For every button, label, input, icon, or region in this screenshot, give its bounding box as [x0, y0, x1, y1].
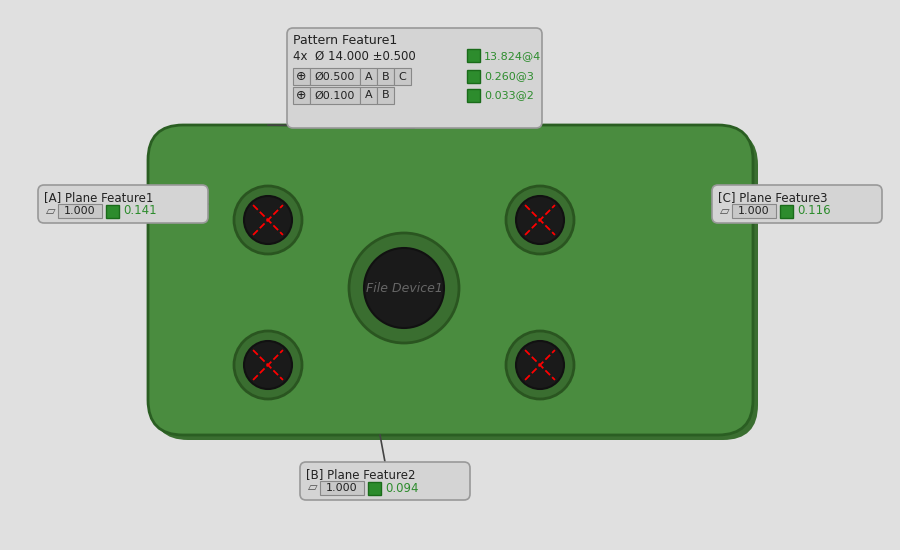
- Text: [B] Plane Feature2: [B] Plane Feature2: [306, 469, 416, 481]
- FancyBboxPatch shape: [38, 185, 208, 223]
- Circle shape: [506, 186, 574, 254]
- Bar: [293, 68, 310, 85]
- Text: 0.094: 0.094: [385, 481, 418, 494]
- Text: 4x  Ø 14.000 ±0.500: 4x Ø 14.000 ±0.500: [293, 50, 416, 63]
- Text: 13.824@4: 13.824@4: [484, 51, 541, 61]
- Text: 1.000: 1.000: [738, 206, 770, 216]
- Text: 0.116: 0.116: [797, 205, 831, 217]
- Bar: [780, 205, 793, 218]
- Text: A: A: [364, 72, 373, 81]
- Text: 1.000: 1.000: [64, 206, 95, 216]
- Circle shape: [244, 341, 292, 389]
- Bar: [467, 49, 480, 62]
- Circle shape: [234, 186, 302, 254]
- Bar: [320, 481, 364, 495]
- Bar: [310, 87, 360, 104]
- Bar: [293, 87, 310, 104]
- Circle shape: [349, 233, 459, 343]
- Text: Ø0.500: Ø0.500: [315, 72, 356, 81]
- Text: Ø0.100: Ø0.100: [315, 91, 356, 101]
- Bar: [467, 70, 480, 83]
- Text: C: C: [399, 72, 407, 81]
- Text: 0.033@2: 0.033@2: [484, 91, 534, 101]
- Text: B: B: [382, 91, 390, 101]
- FancyBboxPatch shape: [287, 28, 542, 128]
- Text: A: A: [364, 91, 373, 101]
- Bar: [58, 204, 102, 218]
- Bar: [310, 68, 360, 85]
- Text: ▱: ▱: [308, 481, 318, 494]
- Circle shape: [506, 331, 574, 399]
- Circle shape: [234, 331, 302, 399]
- Text: [A] Plane Feature1: [A] Plane Feature1: [44, 191, 153, 205]
- Text: ⊕: ⊕: [296, 89, 307, 102]
- Bar: [467, 89, 480, 102]
- Bar: [732, 204, 776, 218]
- Bar: [394, 68, 411, 85]
- FancyBboxPatch shape: [153, 130, 758, 440]
- Bar: [360, 87, 377, 104]
- Text: ▱: ▱: [720, 205, 730, 217]
- Bar: [360, 68, 377, 85]
- Bar: [106, 205, 119, 218]
- Bar: [377, 87, 394, 104]
- Text: 0.260@3: 0.260@3: [484, 72, 534, 81]
- Circle shape: [364, 248, 444, 328]
- Circle shape: [516, 196, 564, 244]
- Text: 1.000: 1.000: [326, 483, 358, 493]
- Text: Pattern Feature1: Pattern Feature1: [293, 34, 397, 47]
- Text: File Device1: File Device1: [365, 282, 443, 294]
- FancyBboxPatch shape: [712, 185, 882, 223]
- Text: ▱: ▱: [46, 205, 56, 217]
- Text: 0.141: 0.141: [123, 205, 157, 217]
- FancyBboxPatch shape: [148, 125, 753, 435]
- Bar: [377, 68, 394, 85]
- Bar: [368, 482, 381, 495]
- Text: ⊕: ⊕: [296, 70, 307, 83]
- Circle shape: [244, 196, 292, 244]
- FancyBboxPatch shape: [300, 462, 470, 500]
- Text: [C] Plane Feature3: [C] Plane Feature3: [718, 191, 827, 205]
- Circle shape: [516, 341, 564, 389]
- Text: B: B: [382, 72, 390, 81]
